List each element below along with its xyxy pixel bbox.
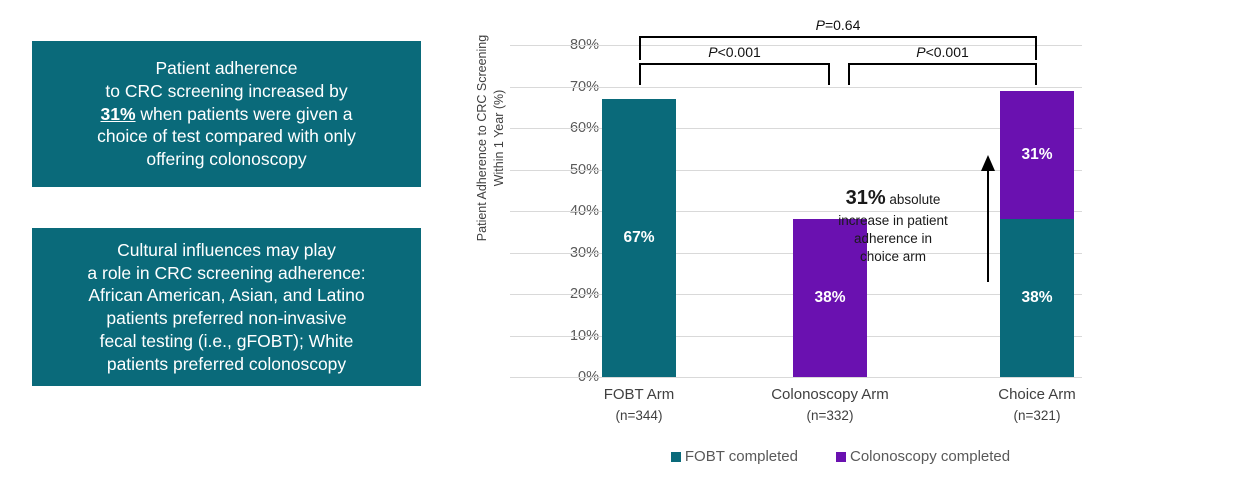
x-axis-label-fobt-arm-name: FOBT Arm [603, 386, 675, 403]
x-axis-label-choice-arm: Choice Arm (n=321) [932, 384, 1142, 427]
annotation-line4: choice arm [859, 248, 927, 264]
x-axis-label-fobt-arm: FOBT Arm (n=344) [534, 384, 744, 427]
y-axis-title-line1: Patient Adherence to CRC Screening [475, 34, 489, 242]
y-axis-title: Patient Adherence to CRC Screening Withi… [474, 23, 510, 253]
callout-adherence-text: Patient adherence to CRC screening incre… [97, 57, 356, 171]
gridline-70 [510, 86, 1082, 88]
annotation-line3: adherence in [853, 230, 933, 246]
callout1-line2: to CRC screening increased by [105, 80, 348, 101]
legend-swatch-icon-colonoscopy [836, 451, 846, 462]
bar-segment-fobt-completed-choice-arm[interactable]: 38% [1000, 219, 1074, 377]
stacked-bar-chart: Patient Adherence to CRC Screening Withi… [440, 0, 1241, 478]
callout2-line1: Cultural influences may play [117, 239, 336, 260]
callout2-line2: a role in CRC screening adherence: [87, 262, 366, 283]
bar-value-label-choice-arm-colonoscopy: 31% [1021, 145, 1053, 163]
x-axis-label-fobt-arm-n: (n=344) [615, 408, 663, 424]
gridline-60 [510, 128, 1082, 129]
x-axis-label-choice-arm-n: (n=321) [1013, 408, 1061, 424]
x-axis-label-choice-arm-name: Choice Arm [998, 386, 1076, 403]
legend-item-colonoscopy-completed[interactable]: Colonoscopy completed [836, 448, 1010, 465]
annotation-line2: increase in patient [838, 212, 948, 228]
plot-area: 67% 38% 38% 31% 31% absolute increase in… [510, 45, 1082, 378]
callout1-highlight: 31% [100, 103, 136, 124]
bar-value-label-choice-arm-fobt: 38% [1021, 289, 1053, 307]
p-value-label-right: P<0.001 [916, 44, 969, 60]
significance-bracket-right [848, 63, 1037, 85]
annotation-absolute-increase: 31% absolute increase in patient adheren… [810, 185, 976, 266]
bar-segment-colonoscopy-completed-choice-arm[interactable]: 31% [1000, 90, 1074, 220]
x-axis-label-colonoscopy-arm-n: (n=332) [806, 408, 854, 424]
gridline-40 [510, 211, 1082, 212]
callout-cultural-influences: Cultural influences may play a role in C… [32, 228, 421, 386]
callout-cultural-text: Cultural influences may play a role in C… [87, 239, 365, 376]
annotation-big-value: 31% [845, 187, 886, 209]
gridline-0 [510, 377, 1082, 378]
legend-swatch-icon-fobt [670, 451, 681, 462]
callout2-line6: patients preferred colonoscopy [106, 353, 347, 374]
callout1-line1: Patient adherence [155, 58, 298, 79]
x-axis-label-colonoscopy-arm: Colonoscopy Arm (n=332) [725, 384, 935, 427]
legend-item-fobt-completed[interactable]: FOBT completed [670, 448, 798, 465]
up-arrow-icon [981, 155, 995, 171]
annotation-rest: absolute [885, 192, 941, 207]
callout1-line3-rest: when patients were given a [135, 103, 353, 124]
legend-label-colonoscopy-completed: Colonoscopy completed [850, 448, 1011, 465]
x-axis-label-colonoscopy-arm-name: Colonoscopy Arm [771, 386, 889, 403]
callout1-line4: choice of test compared with only [97, 126, 356, 147]
p-value-label-top: P=0.64 [815, 17, 861, 33]
y-axis-title-line2: Within 1 Year (%) [491, 89, 506, 187]
gridline-50 [510, 169, 1082, 171]
chart-legend: FOBT completed Colonoscopy completed [440, 448, 1241, 465]
callout1-line5: offering colonoscopy [146, 149, 307, 170]
gridline-80 [510, 45, 1082, 46]
significance-bracket-left [639, 63, 830, 85]
legend-label-fobt-completed: FOBT completed [684, 448, 798, 465]
up-arrow-shaft [987, 168, 990, 282]
bar-segment-colonoscopy-completed-colonoscopy-arm[interactable]: 38% [793, 219, 867, 377]
significance-bracket-top [639, 36, 1037, 60]
bar-value-label-fobt-arm: 67% [623, 228, 655, 246]
callout2-line5: fecal testing (i.e., gFOBT); White [99, 330, 354, 351]
callout2-line3: African American, Asian, and Latino [88, 285, 365, 306]
callout2-line4: patients preferred non-invasive [106, 308, 347, 328]
callout-adherence-increase: Patient adherence to CRC screening incre… [32, 41, 421, 187]
bar-value-label-colonoscopy-arm: 38% [814, 289, 846, 307]
bar-segment-fobt-completed-fobt-arm[interactable]: 67% [602, 98, 676, 377]
p-value-label-left: P<0.001 [708, 44, 761, 60]
